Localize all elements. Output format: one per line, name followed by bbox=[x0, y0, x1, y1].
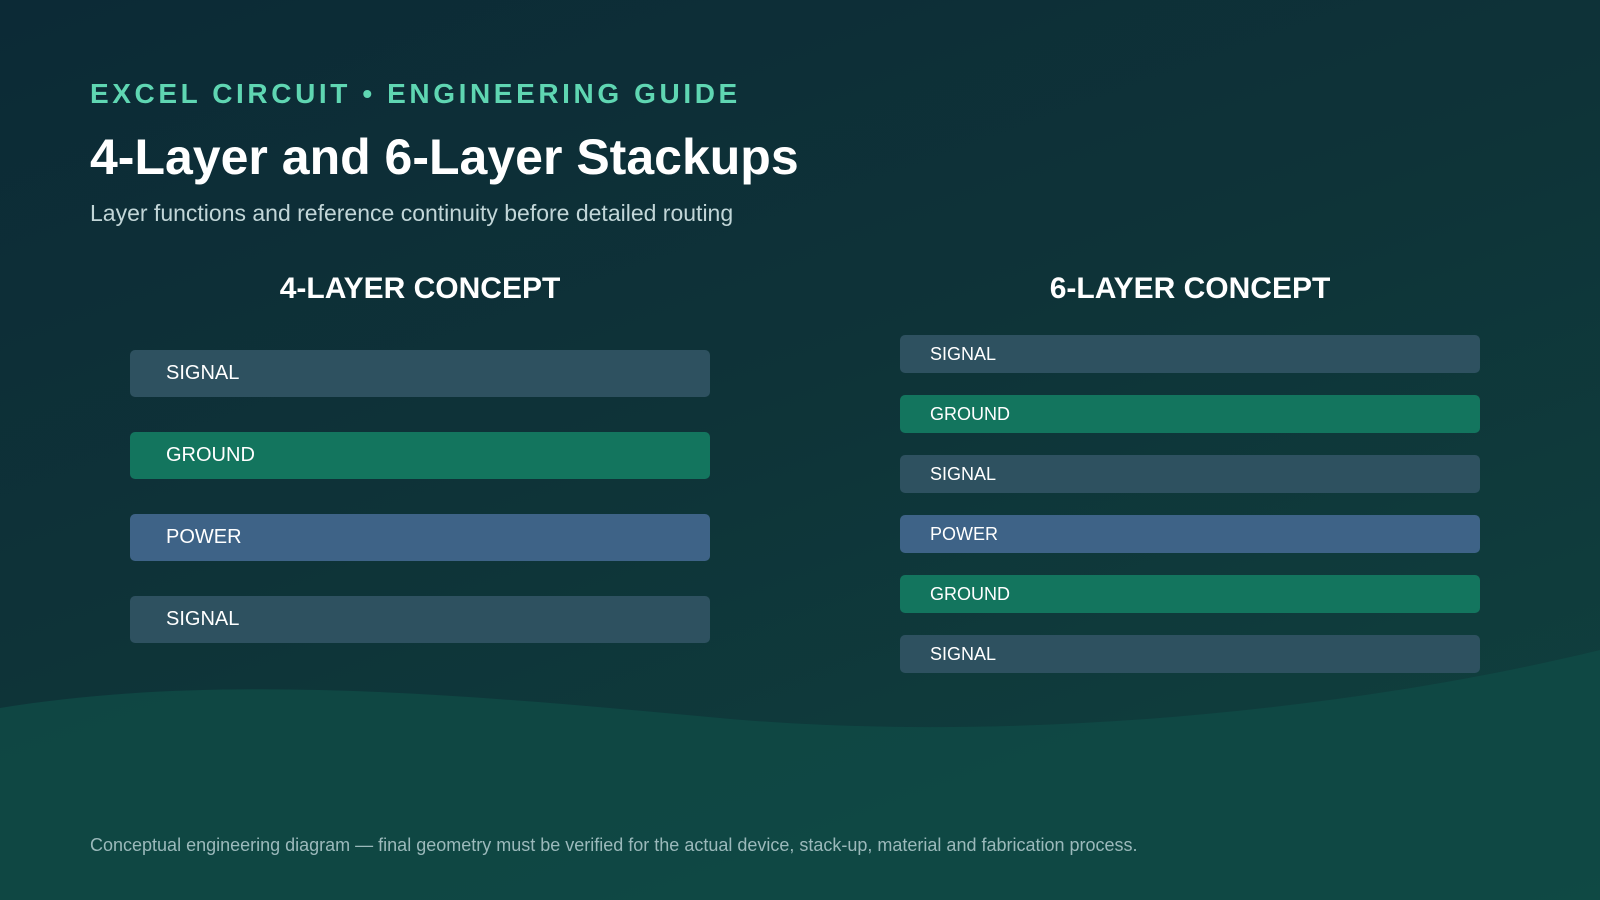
footnote: Conceptual engineering diagram — final g… bbox=[90, 835, 1138, 855]
six-layer-layer-3: SIGNAL bbox=[900, 455, 1480, 493]
page-title: 4-Layer and 6-Layer Stackups bbox=[90, 129, 799, 185]
six-layer-layer-6: SIGNAL bbox=[900, 635, 1480, 673]
layer-label: POWER bbox=[930, 523, 999, 544]
six-layer-layer-2: GROUND bbox=[900, 395, 1480, 433]
six-layer-layer-1: SIGNAL bbox=[900, 335, 1480, 373]
four-layer-heading: 4-LAYER CONCEPT bbox=[279, 272, 561, 305]
four-layer-layer-1: SIGNAL bbox=[130, 350, 710, 397]
layer-label: SIGNAL bbox=[930, 343, 997, 364]
six-layer-layer-5: GROUND bbox=[900, 575, 1480, 613]
layer-label: GROUND bbox=[930, 403, 1010, 424]
page-subtitle: Layer functions and reference continuity… bbox=[90, 200, 734, 226]
layer-label: SIGNAL bbox=[166, 608, 240, 630]
six-layer-heading: 6-LAYER CONCEPT bbox=[1049, 272, 1331, 305]
four-layer-layer-3: POWER bbox=[130, 514, 710, 561]
brand-eyebrow: EXCEL CIRCUIT • ENGINEERING GUIDE bbox=[90, 78, 741, 109]
layer-label: SIGNAL bbox=[166, 362, 240, 384]
four-layer-layer-2: GROUND bbox=[130, 432, 710, 479]
layer-label: SIGNAL bbox=[930, 463, 997, 484]
six-layer-layer-4: POWER bbox=[900, 515, 1480, 553]
layer-label: SIGNAL bbox=[930, 643, 997, 664]
layer-label: GROUND bbox=[166, 444, 255, 466]
four-layer-layer-4: SIGNAL bbox=[130, 596, 710, 643]
layer-label: GROUND bbox=[930, 583, 1010, 604]
layer-label: POWER bbox=[166, 526, 242, 548]
